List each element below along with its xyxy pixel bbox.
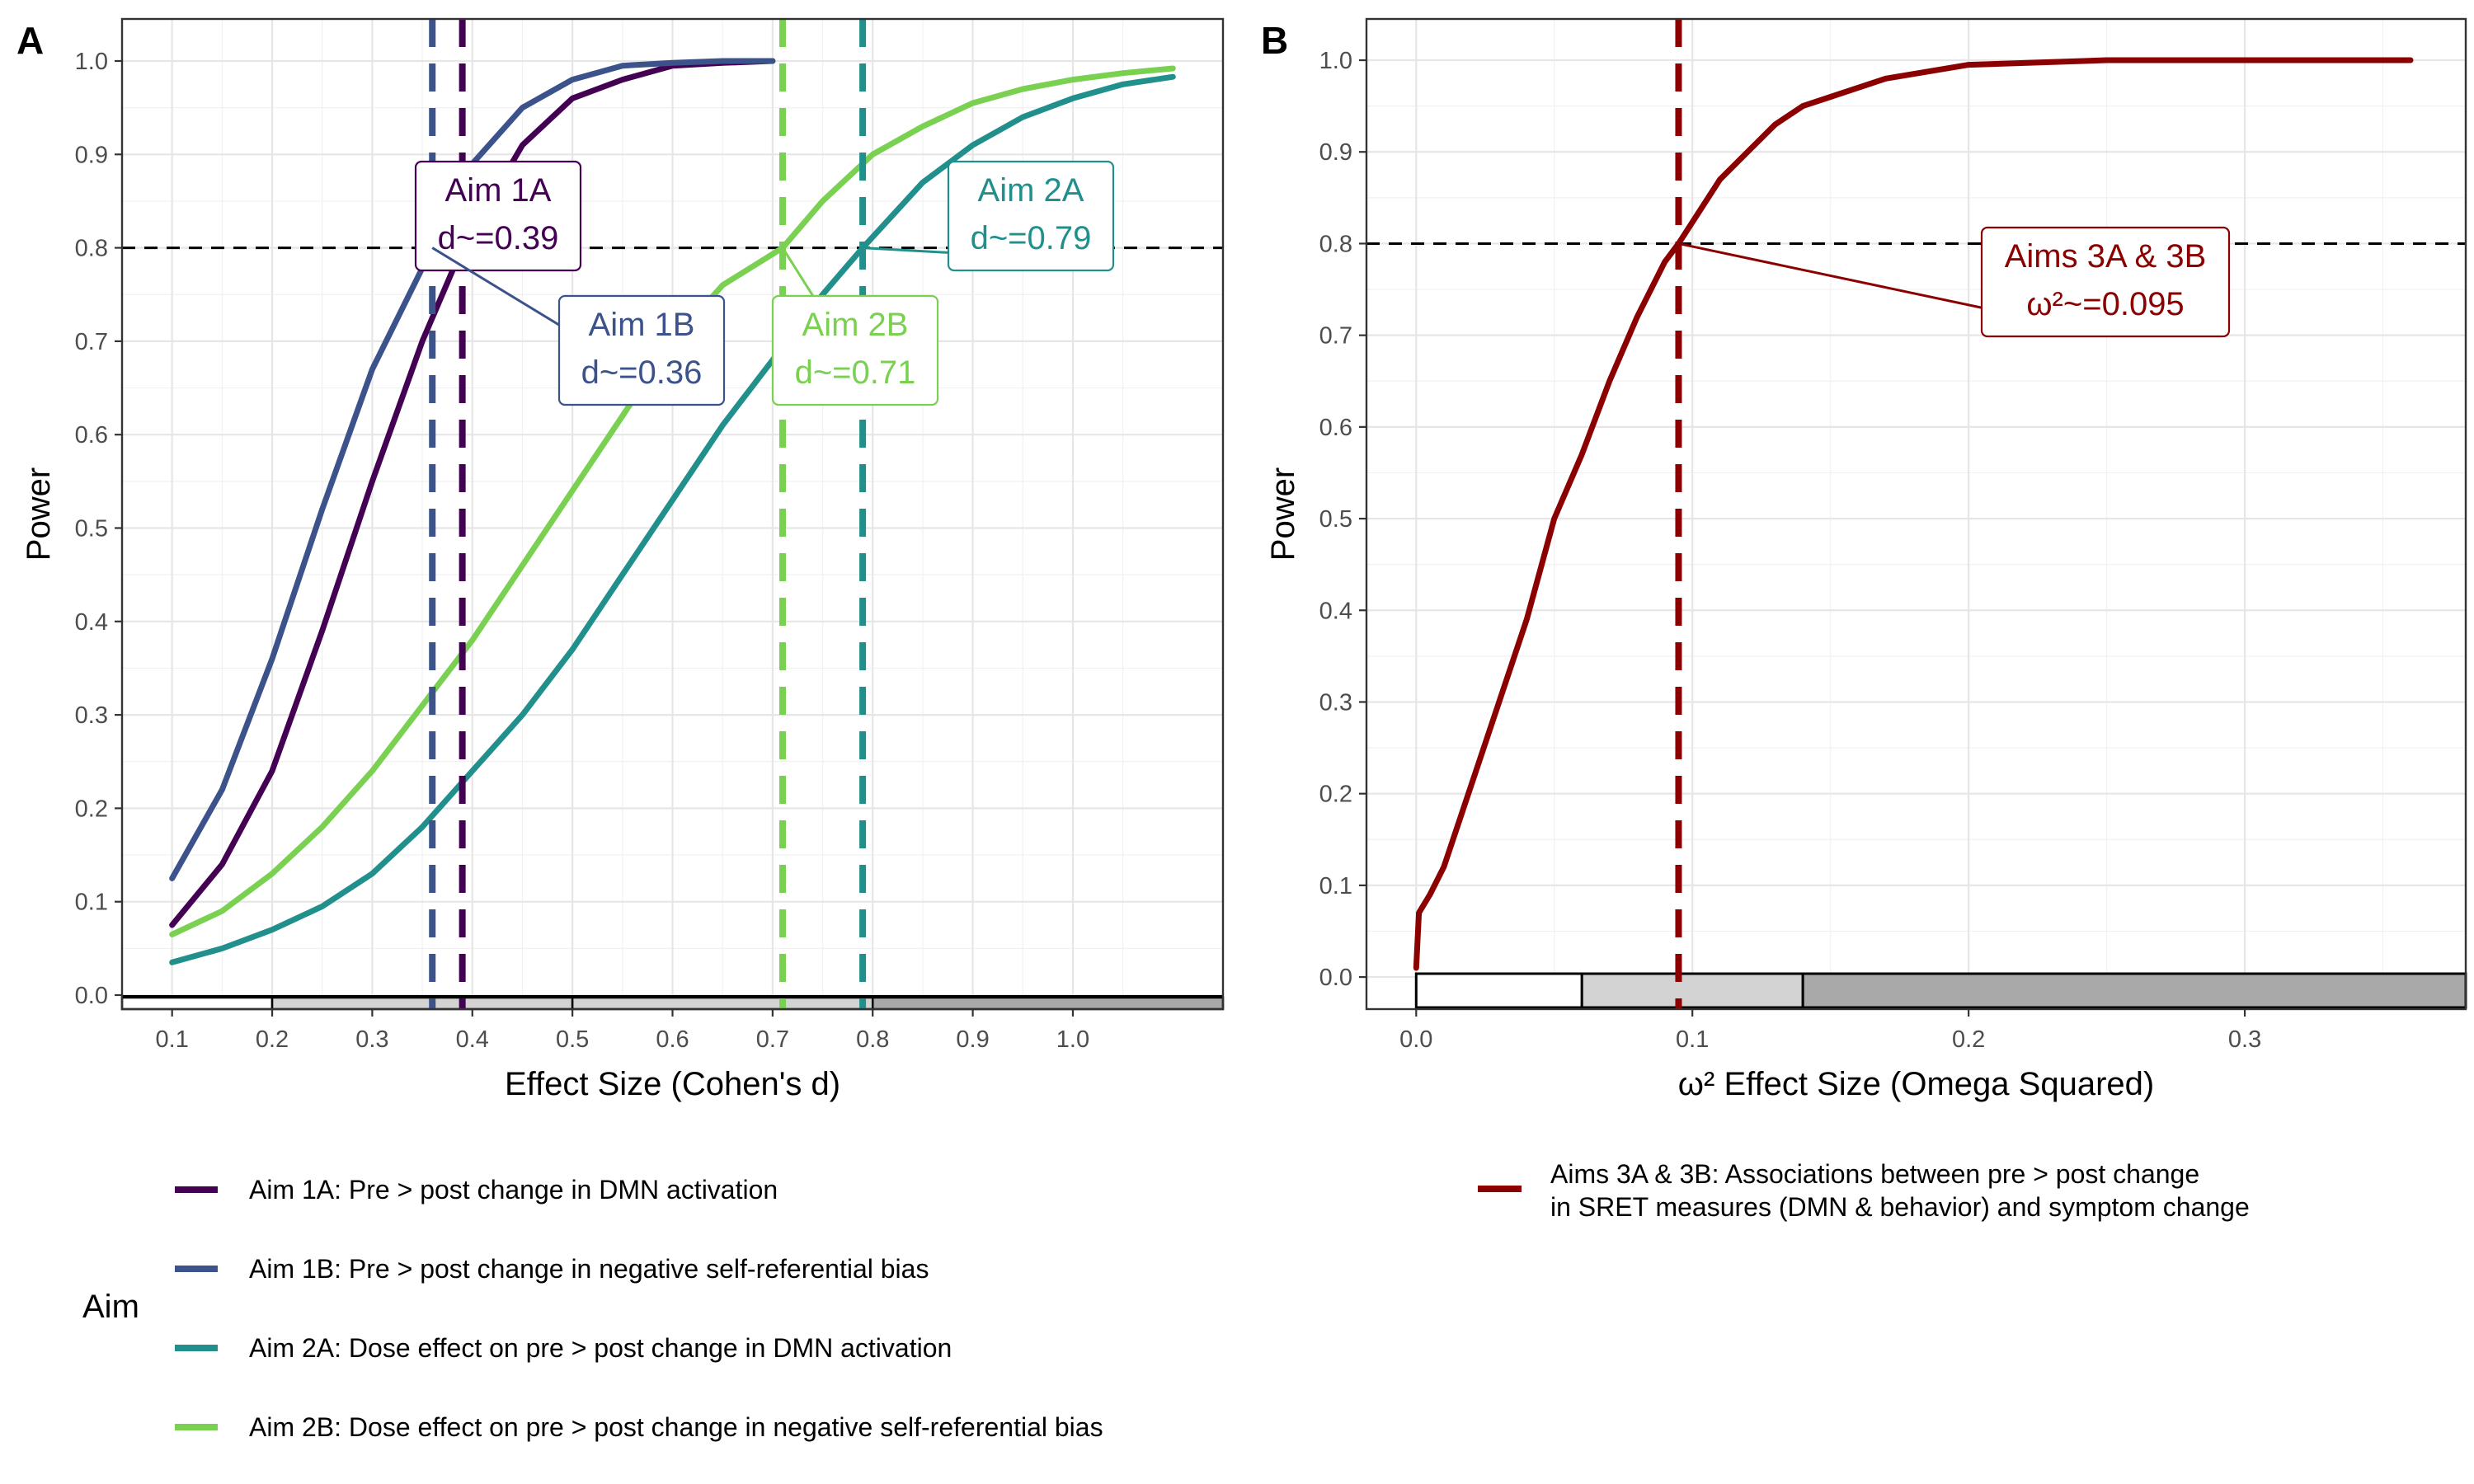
annotation-box: [947, 160, 1115, 272]
legend-label-line1: Aims 3A & 3B: Associations between pre >…: [1550, 1159, 2199, 1189]
annotation-value: d~=0.79: [971, 220, 1092, 256]
effect-size-band: [1580, 972, 1804, 1009]
legend-label: Aim 1A: Pre > post change in DMN activat…: [249, 1175, 778, 1205]
x-tick-label: 0.1: [156, 1026, 189, 1053]
effect-size-band: [871, 996, 1225, 1011]
y-tick-label: 0.1: [1319, 873, 1352, 899]
x-tick-label: 0.6: [656, 1026, 689, 1053]
y-tick-label: 0.8: [75, 236, 108, 262]
x-tick-label: 0.0: [1399, 1026, 1432, 1053]
y-tick-label: 0.7: [1319, 323, 1352, 350]
y-tick-label: 0.8: [1319, 231, 1352, 257]
x-axis-title: ω² Effect Size (Omega Squared): [1678, 1066, 2154, 1102]
y-tick-label: 0.7: [75, 329, 108, 355]
plot-background: [1366, 19, 2466, 1009]
series-line: [169, 73, 1176, 965]
annotation-name: Aim 2A: [978, 172, 1084, 209]
effect-size-band: [571, 996, 874, 1011]
annotation-name: Aims 3A & 3B: [2005, 238, 2207, 275]
panel-label: A: [16, 19, 44, 62]
annotation-box: [414, 160, 582, 272]
y-tick-label: 0.6: [1319, 415, 1352, 441]
series-line: [1413, 57, 2414, 971]
x-tick-label: 0.9: [956, 1026, 989, 1053]
y-tick-label: 0.0: [1319, 965, 1352, 991]
effect-size-band: [1414, 972, 1583, 1009]
x-tick-label: 0.2: [1952, 1026, 1985, 1053]
annotation-box: [557, 294, 726, 406]
annotation-name: Aim 1B: [589, 307, 695, 343]
y-tick-label: 1.0: [75, 49, 108, 75]
y-tick-label: 0.2: [1319, 782, 1352, 808]
x-tick-label: 0.7: [756, 1026, 789, 1053]
y-tick-label: 0.5: [75, 515, 108, 542]
y-tick-label: 0.9: [75, 142, 108, 168]
x-tick-label: 0.3: [2228, 1026, 2261, 1053]
x-tick-label: 0.3: [355, 1026, 388, 1053]
y-tick-label: 0.3: [75, 702, 108, 729]
effect-size-band: [270, 996, 574, 1011]
legend-label: Aim 2A: Dose effect on pre > post change…: [249, 1333, 952, 1363]
x-axis-title: Effect Size (Cohen's d): [505, 1066, 840, 1102]
panel-b: Aims 3A & 3B ω²~=0.095 0.0 0.1 0.2 0.3 0.0 0.1 0…: [1261, 17, 2467, 1102]
y-tick-label: 0.6: [75, 422, 108, 448]
panel-label: B: [1261, 19, 1288, 62]
annotation-name: Aim 2B: [802, 307, 909, 343]
legend-b: Aims 3A & 3B: Associations between pre >…: [1478, 1159, 2250, 1222]
x-tick-label: 1.0: [1056, 1026, 1089, 1053]
y-tick-label: 1.0: [1319, 48, 1352, 74]
effect-size-band: [1801, 972, 2467, 1009]
x-tick-label: 0.2: [256, 1026, 289, 1053]
annotation-value: ω²~=0.095: [2026, 286, 2184, 322]
y-tick-label: 0.5: [1319, 506, 1352, 533]
y-tick-label: 0.4: [75, 609, 108, 636]
legend-label: Aim 2B: Dose effect on pre > post change…: [249, 1412, 1103, 1442]
annotation-box: [1980, 226, 2231, 338]
x-tick-label: 0.4: [456, 1026, 489, 1053]
legend-title: Aim: [82, 1289, 139, 1325]
legend-label-line2: in SRET measures (DMN & behavior) and sy…: [1550, 1192, 2250, 1222]
y-tick-label: 0.0: [75, 983, 108, 1009]
x-tick-label: 0.5: [556, 1026, 589, 1053]
y-tick-label: 0.1: [75, 890, 108, 916]
legend-a: Aim Aim 1A: Pre > post change in DMN acti…: [82, 1175, 1103, 1442]
y-axis-title: Power: [1265, 467, 1301, 561]
y-tick-label: 0.3: [1319, 689, 1352, 716]
annotation-value: d~=0.71: [795, 355, 916, 391]
annotation-value: d~=0.36: [581, 355, 703, 391]
x-tick-label: 0.8: [856, 1026, 889, 1053]
y-tick-label: 0.2: [75, 796, 108, 822]
legend-label: Aim 1B: Pre > post change in negative se…: [249, 1254, 929, 1284]
y-axis-title: Power: [21, 467, 57, 561]
y-tick-label: 0.9: [1319, 139, 1352, 166]
x-tick-label: 0.1: [1676, 1026, 1709, 1053]
annotation-box: [771, 294, 939, 406]
annotation-name: Aim 1A: [445, 172, 552, 209]
y-tick-label: 0.4: [1319, 598, 1352, 624]
effect-size-band: [120, 996, 274, 1011]
panel-a: Aim 1A d~=0.39 Aim 1B d~=0.36 Aim 2A d~=0.79 A…: [16, 17, 1225, 1102]
annotation-value: d~=0.39: [438, 220, 559, 256]
panel-border: [1365, 17, 2467, 1011]
